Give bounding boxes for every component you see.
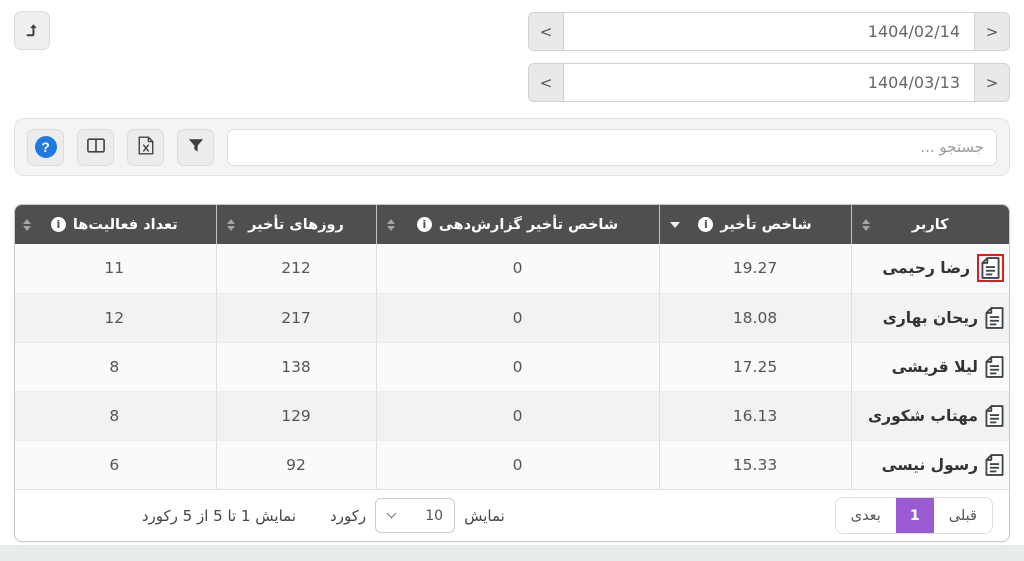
activities-count-value: 6 <box>15 440 216 489</box>
reporting-delay-index-value: 0 <box>375 440 659 489</box>
date-from-prev-button[interactable]: < <box>529 13 563 50</box>
level-up-arrow-icon <box>24 21 40 41</box>
records-unit-label: رکورد <box>330 506 367 525</box>
table-row: لیلا قریشی 17.25 0 138 8 <box>15 342 1009 392</box>
users-delay-table: کاربر شاخص تأخیر شاخص تأخیر گزارش‌دهی رو… <box>15 205 1009 489</box>
column-header-user[interactable]: کاربر <box>850 205 1009 244</box>
activities-count-value: 12 <box>15 293 216 343</box>
delay-index-value: 17.25 <box>658 342 851 392</box>
sort-icon <box>226 218 235 231</box>
show-label: نمایش <box>464 506 505 525</box>
column-label: کاربر <box>911 216 949 233</box>
user-report-document-icon[interactable] <box>985 453 1004 476</box>
column-header-activities-count[interactable]: تعداد فعالیت‌ها <box>15 205 216 244</box>
sort-icon <box>861 218 870 231</box>
sort-desc-icon <box>669 221 680 228</box>
delay-days-value: 92 <box>215 440 376 489</box>
delay-days-value: 212 <box>215 244 376 294</box>
filter-button[interactable] <box>177 128 214 166</box>
date-to-prev-button[interactable]: < <box>529 64 563 101</box>
date-to-group: < > <box>528 63 1010 102</box>
records-range-info: نمایش 1 تا 5 از 5 رکورد <box>141 506 297 525</box>
info-icon[interactable] <box>416 217 432 232</box>
pagination: قبلی 1 بعدی <box>834 497 993 534</box>
column-label: شاخص تأخیر <box>720 216 812 233</box>
user-name: رضا رحیمی <box>882 259 970 278</box>
table-row: رسول نیسی 15.33 0 92 6 <box>15 440 1009 489</box>
chevron-down-icon <box>386 508 397 519</box>
column-visibility-button[interactable] <box>77 128 114 166</box>
column-header-reporting-delay-index[interactable]: شاخص تأخیر گزارش‌دهی <box>375 205 659 244</box>
date-from-next-button[interactable]: > <box>975 13 1009 50</box>
excel-file-icon <box>138 136 154 158</box>
toolbar: ? <box>14 118 1010 176</box>
help-icon: ? <box>34 136 57 158</box>
user-report-document-icon[interactable] <box>977 254 1004 283</box>
delay-index-value: 16.13 <box>658 391 851 441</box>
delay-index-value: 15.33 <box>658 440 851 489</box>
activities-count-value: 11 <box>15 244 216 294</box>
date-to-next-button[interactable]: > <box>975 64 1009 101</box>
delay-days-value: 129 <box>215 391 376 441</box>
date-to-input[interactable] <box>563 64 975 101</box>
column-label: تعداد فعالیت‌ها <box>72 216 178 233</box>
bottom-strip <box>0 545 1024 561</box>
column-header-delay-days[interactable]: روزهای تأخیر <box>215 205 376 244</box>
info-icon[interactable] <box>698 217 714 232</box>
column-label: شاخص تأخیر گزارش‌دهی <box>438 216 619 233</box>
user-report-document-icon[interactable] <box>985 404 1004 427</box>
page-size-control: نمایش 10 رکورد <box>330 498 505 533</box>
column-label: روزهای تأخیر <box>248 216 344 233</box>
table-row: ریحان بهاری 18.08 0 217 12 <box>15 293 1009 343</box>
search-input[interactable] <box>227 128 997 166</box>
user-name: مهتاب شکوری <box>867 406 978 425</box>
user-name: لیلا قریشی <box>891 357 978 376</box>
pagination-page-1-button[interactable]: 1 <box>895 498 934 533</box>
columns-icon <box>86 138 105 156</box>
reporting-delay-index-value: 0 <box>375 293 659 343</box>
delay-days-value: 217 <box>215 293 376 343</box>
table-header-row: کاربر شاخص تأخیر شاخص تأخیر گزارش‌دهی رو… <box>15 205 1009 244</box>
pagination-prev-button[interactable]: قبلی <box>933 498 992 533</box>
page-size-value: 10 <box>425 507 444 524</box>
sort-icon <box>386 218 395 231</box>
delay-days-value: 138 <box>215 342 376 392</box>
delay-index-value: 19.27 <box>658 244 851 294</box>
help-button[interactable]: ? <box>27 128 64 166</box>
column-header-delay-index[interactable]: شاخص تأخیر <box>658 205 851 244</box>
export-button[interactable] <box>14 11 50 50</box>
pagination-next-button[interactable]: بعدی <box>835 498 896 533</box>
user-name: ریحان بهاری <box>882 308 978 327</box>
info-icon[interactable] <box>50 217 66 232</box>
reporting-delay-index-value: 0 <box>375 342 659 392</box>
activities-count-value: 8 <box>15 391 216 441</box>
date-from-input[interactable] <box>563 13 975 50</box>
excel-export-button[interactable] <box>127 128 164 166</box>
date-from-group: < > <box>528 12 1010 51</box>
sort-icon <box>23 218 31 231</box>
user-report-document-icon[interactable] <box>985 306 1004 329</box>
reporting-delay-index-value: 0 <box>375 244 659 294</box>
table-footer: قبلی 1 بعدی نمایش 10 رکورد نمایش 1 تا 5 … <box>15 489 1009 541</box>
table-row: مهتاب شکوری 16.13 0 129 8 <box>15 391 1009 441</box>
activities-count-value: 8 <box>15 342 216 392</box>
page-size-select[interactable]: 10 <box>375 498 456 533</box>
reporting-delay-index-value: 0 <box>375 391 659 441</box>
data-table-card: کاربر شاخص تأخیر شاخص تأخیر گزارش‌دهی رو… <box>14 204 1010 542</box>
table-row: رضا رحیمی 19.27 0 212 11 <box>15 244 1009 294</box>
delay-index-value: 18.08 <box>658 293 851 343</box>
filter-icon <box>188 138 204 156</box>
user-report-document-icon[interactable] <box>985 355 1004 378</box>
user-name: رسول نیسی <box>881 455 978 474</box>
